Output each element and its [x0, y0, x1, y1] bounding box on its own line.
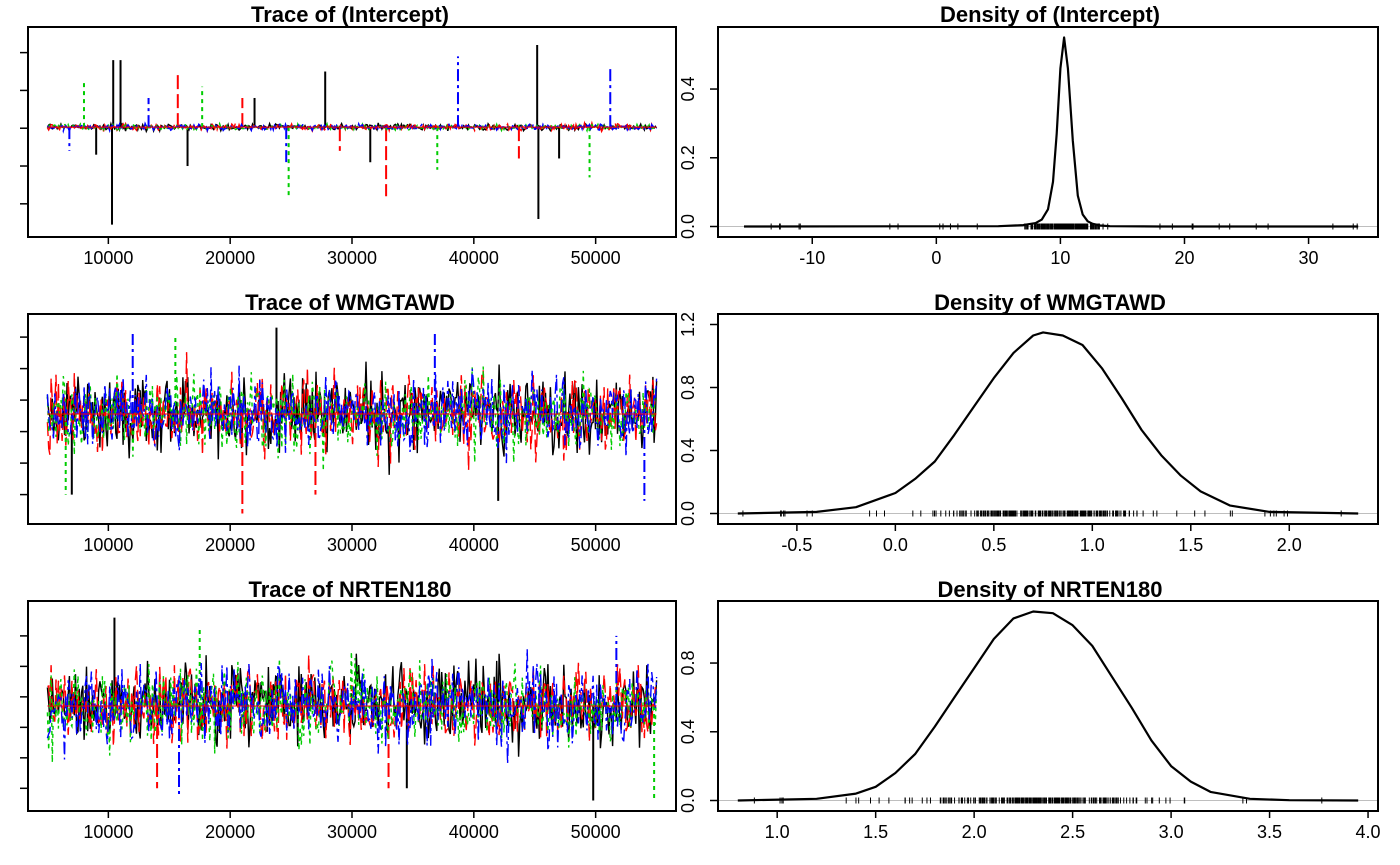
- x-tick-label: 20000: [205, 822, 255, 842]
- panel-title: Trace of (Intercept): [251, 2, 449, 27]
- y-tick-label: 0.0: [678, 501, 698, 526]
- panel-density-intercept: Density of (Intercept) -10 0 10 20 30 0.0 0.2 0…: [678, 2, 1379, 268]
- y-tick-label: 1.2: [678, 312, 698, 337]
- x-tick-label: 3.5: [1257, 822, 1282, 842]
- y-tick-label: 0.8: [678, 375, 698, 400]
- x-tick-label: 20000: [205, 535, 255, 555]
- panel-density-wmgtawd: Density of WMGTAWD -0.5 0.0 0.5 1.0 1.5 2.0 0.…: [678, 290, 1379, 555]
- y-tick-label: 0.0: [678, 788, 698, 813]
- panel-title: Density of NRTEN180: [938, 577, 1163, 602]
- panel-title: Density of WMGTAWD: [934, 290, 1166, 315]
- trace-lines: [46, 45, 658, 225]
- density-line: [737, 331, 1359, 515]
- axes: -10 0 10 20 30 0.0 0.2 0.4: [678, 77, 1319, 268]
- x-tick-label: 10000: [83, 535, 133, 555]
- x-tick-label: 2.5: [1060, 822, 1085, 842]
- axes: 1.0 1.5 2.0 2.5 3.0 3.5 4.0 0.0 0.4 0.8: [678, 651, 1381, 842]
- trace-series-3: [46, 121, 658, 134]
- x-tick-label: 40000: [449, 822, 499, 842]
- x-tick-label: 2.0: [962, 822, 987, 842]
- x-tick-label: 2.0: [1277, 535, 1302, 555]
- trace-series-4: [46, 365, 658, 464]
- x-tick-label: 30000: [327, 822, 377, 842]
- x-tick-label: 1.5: [863, 822, 888, 842]
- y-tick-label: 0.8: [678, 651, 698, 676]
- x-tick-label: 1.5: [1178, 535, 1203, 555]
- x-tick-label: 20000: [205, 248, 255, 268]
- x-tick-label: 1.0: [765, 822, 790, 842]
- x-tick-label: 10000: [83, 248, 133, 268]
- trace-lines: [46, 617, 658, 801]
- panel-density-nrten180: Density of NRTEN180 1.0 1.5 2.0 2.5 3.0 3.5 4.…: [678, 577, 1381, 842]
- y-tick-label: 0.4: [678, 719, 698, 744]
- axes: 10000 20000 30000 40000 50000: [20, 51, 621, 268]
- y-tick-label: 0.4: [678, 77, 698, 102]
- panel-title: Trace of WMGTAWD: [245, 290, 455, 315]
- trace-series-3: [46, 366, 658, 471]
- x-tick-label: 10000: [83, 822, 133, 842]
- x-tick-label: 4.0: [1356, 822, 1381, 842]
- x-tick-label: 30000: [327, 535, 377, 555]
- axes: 10000 20000 30000 40000 50000: [20, 336, 621, 555]
- x-tick-label: -0.5: [781, 535, 812, 555]
- panel-title: Density of (Intercept): [940, 2, 1160, 27]
- panel-trace-intercept: Trace of (Intercept) 10000 20000 30000 4000…: [20, 2, 677, 268]
- trace-lines: [46, 327, 658, 514]
- y-tick-label: 0.4: [678, 438, 698, 463]
- x-tick-label: 50000: [571, 248, 621, 268]
- plot-frame: [27, 26, 677, 238]
- x-tick-label: 50000: [571, 822, 621, 842]
- x-tick-label: 40000: [449, 535, 499, 555]
- axes: 10000 20000 30000 40000 50000: [20, 635, 621, 842]
- x-tick-label: 40000: [449, 248, 499, 268]
- density-line: [743, 36, 1359, 228]
- x-tick-label: 0.0: [883, 535, 908, 555]
- x-tick-label: 20: [1174, 248, 1194, 268]
- x-tick-label: -10: [799, 248, 825, 268]
- x-tick-label: 10: [1050, 248, 1070, 268]
- plot-frame: [717, 600, 1379, 812]
- x-tick-label: 50000: [571, 535, 621, 555]
- x-tick-label: 0: [931, 248, 941, 268]
- density-curve: [718, 610, 1378, 804]
- y-tick-label: 0.2: [678, 145, 698, 170]
- density-curve: [718, 331, 1378, 517]
- panel-title: Trace of NRTEN180: [249, 577, 452, 602]
- x-tick-label: 30: [1299, 248, 1319, 268]
- panel-trace-wmgtawd: Trace of WMGTAWD 10000 20000 30000 40000 500…: [20, 290, 677, 555]
- density-curve: [718, 36, 1378, 230]
- axes: -0.5 0.0 0.5 1.0 1.5 2.0 0.0 0.4 0.8 1.2: [678, 312, 1302, 555]
- density-line: [737, 610, 1359, 802]
- x-tick-label: 1.0: [1080, 535, 1105, 555]
- panel-trace-nrten180: Trace of NRTEN180 10000 20000 30000 40000 50…: [20, 577, 677, 842]
- x-tick-label: 3.0: [1159, 822, 1184, 842]
- plot-frame: [717, 313, 1379, 525]
- x-tick-label: 30000: [327, 248, 377, 268]
- y-tick-label: 0.0: [678, 214, 698, 239]
- x-tick-label: 0.5: [981, 535, 1006, 555]
- trace-series-4: [46, 648, 658, 764]
- trace-series-3: [46, 651, 658, 763]
